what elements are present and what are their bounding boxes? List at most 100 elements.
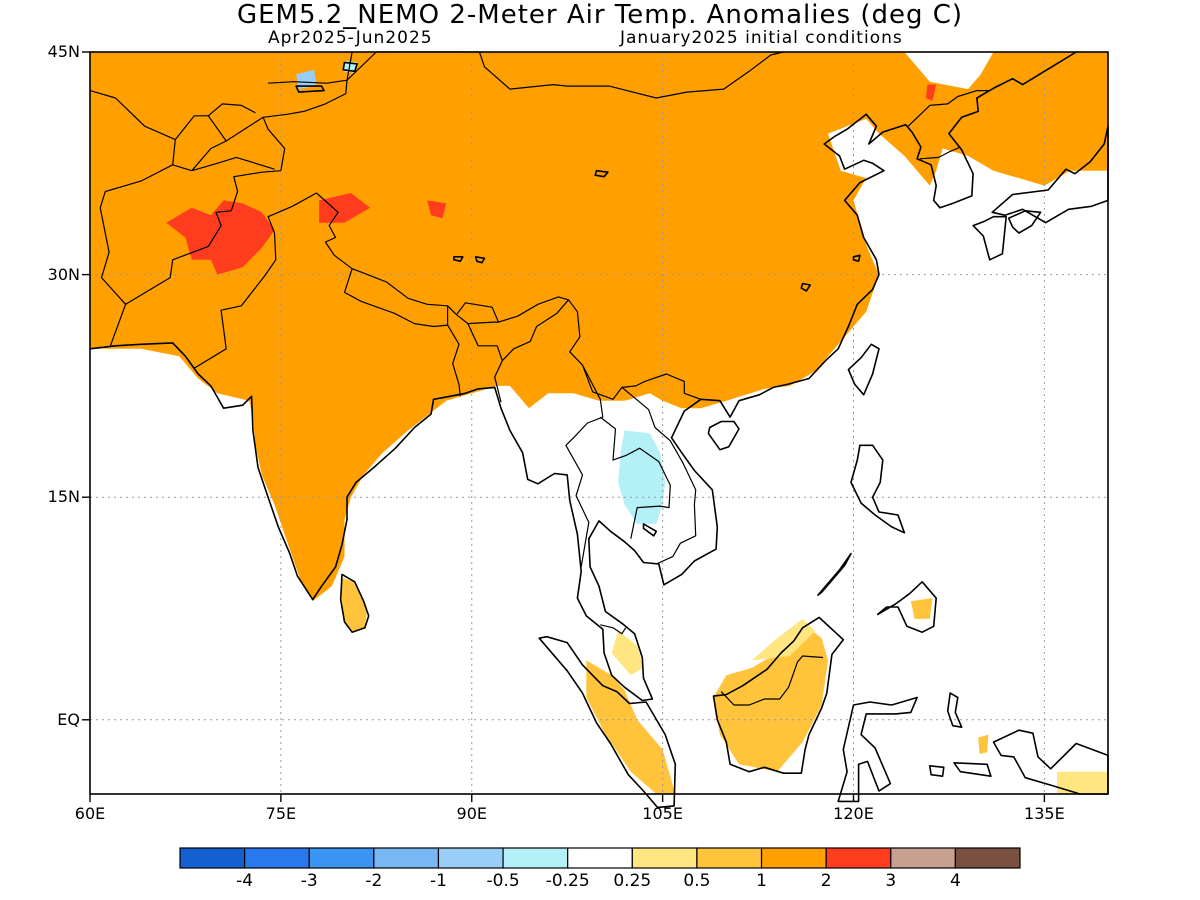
warm-anomaly-region — [90, 52, 1108, 602]
colorbar-swatch — [890, 847, 956, 869]
poyang-lake — [800, 282, 812, 292]
laos-cambodia-thailand-border — [599, 416, 671, 539]
pak-afghan-border — [125, 170, 281, 305]
tai-lake — [852, 254, 861, 263]
korea-dmz-border — [919, 146, 961, 160]
colorbar-tick-label: -0.5 — [486, 871, 520, 891]
colorbar-tick-label: -2 — [365, 871, 383, 891]
bhutan-border — [456, 314, 499, 325]
country-borders — [89, 51, 989, 706]
hot-anomaly-small — [427, 200, 447, 219]
lake-marker — [342, 61, 359, 73]
coastlines — [89, 51, 1109, 809]
borneo-coast — [712, 616, 845, 775]
sulawesi-coast — [837, 696, 918, 803]
colorbar-swatch — [760, 847, 827, 869]
initial-conditions: January2025 initial conditions — [620, 28, 903, 48]
lon-tick-label: 120E — [833, 804, 874, 823]
plot-frame — [89, 51, 1109, 795]
issyk-kul-lake — [295, 85, 325, 93]
sumatra-anomaly — [586, 660, 676, 794]
china-korea-border — [907, 89, 989, 127]
tibet-lake-2 — [474, 255, 486, 264]
nepal-border — [343, 268, 449, 328]
lat-tick-label: EQ — [57, 709, 80, 729]
grid-lines — [90, 52, 1108, 794]
colorbar-tick-label: -0.25 — [545, 871, 590, 891]
colorbar-tick-label: 2 — [820, 871, 832, 891]
hainan-coast — [707, 420, 740, 451]
china-central-asia-border — [262, 51, 353, 171]
taiwan-coast — [847, 343, 880, 396]
lon-tick-label: 75E — [265, 804, 297, 823]
colorbar-tick-label: -4 — [236, 871, 254, 891]
colorbar-tick-label: 0.25 — [613, 871, 652, 891]
lat-tick-label: 30N — [47, 264, 80, 284]
colorbar-swatch — [437, 847, 504, 869]
lon-tick-label: 105E — [642, 804, 683, 823]
forecast-period: Apr2025-Jun2025 — [268, 28, 433, 48]
myanmar-thailand-border — [565, 364, 604, 568]
bangladesh-west-border — [447, 324, 461, 397]
thai-malay-border — [600, 624, 627, 635]
sumatra-coast — [538, 635, 677, 809]
colorbar-swatch — [696, 847, 763, 869]
island-anomaly-east — [978, 734, 989, 754]
kyrgyz-kazakh-border — [268, 79, 348, 84]
buru-coast — [928, 764, 945, 778]
colorbar-tick-label: 1 — [756, 871, 767, 891]
colorbar-swatch — [502, 847, 569, 869]
uzbek-tajik-border — [174, 115, 209, 140]
halmahera-coast — [946, 692, 963, 729]
central-asia-border-2 — [207, 103, 256, 142]
mindanao-anomaly — [910, 598, 933, 619]
colorbar — [179, 847, 1021, 869]
colorbar-tick-label: 0.5 — [683, 871, 711, 891]
asia-coastline — [89, 51, 1077, 702]
china-mongolia-border — [478, 51, 784, 99]
china-south-border — [316, 192, 702, 400]
myanmar-india-border — [501, 299, 569, 362]
borneo-internal-border — [720, 655, 824, 706]
new-guinea-anomaly — [1057, 771, 1108, 794]
kyushu-coast — [972, 215, 1008, 261]
cool-blob-kazakh — [296, 69, 317, 90]
malay-peninsula-anomaly — [611, 630, 644, 676]
colorbar-swatch — [373, 847, 440, 869]
colorbar-swatch — [308, 847, 375, 869]
uzbek-turkmen-border — [89, 90, 176, 165]
cool-anomaly-region — [618, 430, 666, 524]
bangladesh-east-border — [467, 323, 503, 403]
lon-tick-label: 90E — [456, 804, 487, 823]
qinghai-lake — [594, 169, 609, 178]
mindanao-coast — [876, 580, 938, 634]
north-borneo-anomaly — [751, 618, 816, 661]
hot-anomaly-korea — [926, 84, 937, 101]
tibet-lake-1 — [453, 255, 464, 263]
colorbar-tick-label: -3 — [300, 871, 318, 891]
sri-lanka-coast — [339, 573, 370, 634]
colorbar-tick-label: 4 — [949, 871, 961, 891]
lat-tick-label: 45N — [47, 42, 80, 61]
vietnam-border — [621, 386, 697, 565]
colorbar-swatch — [244, 847, 310, 869]
colorbar-swatch — [954, 847, 1021, 869]
palawan-coast — [817, 552, 852, 596]
colorbar-swatch — [825, 847, 892, 869]
hot-anomaly-pakistan — [166, 200, 275, 275]
lat-tick-label: 15N — [47, 487, 80, 507]
india-pakistan-border — [193, 192, 317, 369]
sri-lanka-anomaly — [340, 577, 368, 633]
colorbar-swatch — [631, 847, 698, 869]
afghanistan-border — [99, 156, 275, 347]
chart-title: GEM5.2_NEMO 2-Meter Air Temp. Anomalies … — [236, 0, 964, 30]
seram-coast — [953, 761, 992, 778]
shikoku-coast — [1007, 210, 1042, 234]
axis-ticks — [82, 51, 1046, 802]
tonle-sap — [642, 523, 658, 537]
colorbar-swatch — [179, 847, 246, 869]
colorbar-swatch — [567, 847, 633, 869]
colorbar-tick-label: -1 — [429, 871, 447, 891]
hot-anomaly-tibet — [319, 193, 370, 223]
